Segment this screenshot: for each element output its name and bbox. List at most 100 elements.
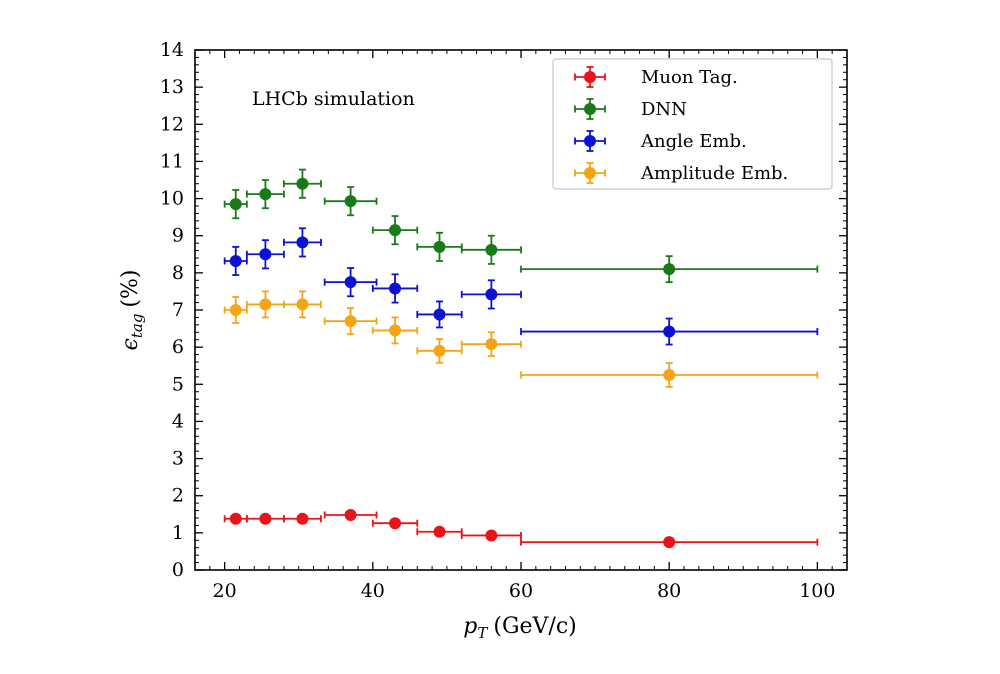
legend-item-muon-tag: Muon Tag. <box>574 66 738 88</box>
data-point <box>371 517 419 530</box>
plot-frame <box>194 49 848 571</box>
marker <box>344 276 357 289</box>
data-point <box>223 296 248 324</box>
x-tick-label: 20 <box>213 580 237 602</box>
marker <box>389 224 402 237</box>
y-axis-unit: (%) <box>118 270 143 308</box>
x-axis-symbol: p <box>463 614 477 639</box>
data-point <box>371 273 419 304</box>
data-point <box>520 255 819 284</box>
y-tick-label: 7 <box>172 299 184 321</box>
data-point <box>283 168 322 199</box>
marker <box>485 243 498 256</box>
data-point <box>460 279 522 310</box>
data-point <box>520 317 819 346</box>
series-angle-emb <box>223 227 819 346</box>
data-point <box>460 234 522 265</box>
marker <box>229 304 242 316</box>
legend-marker <box>584 71 596 83</box>
marker <box>259 512 272 525</box>
legend-marker <box>584 103 596 115</box>
y-tick-label: 3 <box>172 448 184 470</box>
marker <box>485 338 498 351</box>
x-axis-label: pT (GeV/c) <box>463 614 577 642</box>
marker <box>296 298 309 311</box>
marker <box>259 188 272 201</box>
marker <box>296 177 309 190</box>
legend-label: Amplitude Emb. <box>640 163 788 184</box>
x-axis-unit: (GeV/c) <box>493 614 576 639</box>
series-layer <box>223 168 819 549</box>
data-point <box>520 362 819 388</box>
annotation-lhcb: LHCb simulation <box>252 88 415 110</box>
data-point <box>223 189 248 220</box>
marker <box>296 236 309 249</box>
legend-box <box>552 58 833 190</box>
x-tick-label: 40 <box>361 580 385 602</box>
marker <box>485 529 498 542</box>
legend-marker <box>584 167 596 179</box>
marker <box>663 536 676 549</box>
data-point <box>245 512 285 525</box>
marker <box>663 263 676 276</box>
marker <box>433 308 446 321</box>
marker <box>389 517 402 530</box>
data-point <box>323 509 378 522</box>
data-point <box>416 300 463 329</box>
y-tick-label: 14 <box>160 39 184 61</box>
marker <box>229 254 242 267</box>
y-tick-label: 8 <box>172 262 184 284</box>
x-tick-label: 100 <box>799 580 835 602</box>
data-point <box>223 512 248 525</box>
data-point <box>460 331 522 357</box>
y-tick-label: 1 <box>172 522 184 544</box>
data-point <box>416 525 463 538</box>
y-tick-label: 13 <box>160 76 184 98</box>
data-point <box>283 227 322 258</box>
y-tick-label: 6 <box>172 336 184 358</box>
x-tick-label: 60 <box>509 580 533 602</box>
marker <box>296 512 309 525</box>
y-axis-label: ϵtag (%) <box>118 270 146 351</box>
series-muon-tag <box>223 509 819 549</box>
series-dnn <box>223 168 819 284</box>
data-point <box>245 179 285 210</box>
data-point <box>283 290 322 319</box>
data-point <box>245 239 285 270</box>
data-point <box>460 529 522 542</box>
data-point <box>323 186 378 217</box>
data-point <box>245 290 285 319</box>
data-point <box>223 245 248 276</box>
legend-item-angle-emb: Angle Emb. <box>574 130 747 152</box>
marker <box>663 369 676 381</box>
marker <box>229 198 242 211</box>
y-tick-label: 5 <box>172 373 184 395</box>
y-tick-label: 10 <box>160 188 184 210</box>
legend-label: Muon Tag. <box>641 67 738 88</box>
y-tick-label: 12 <box>160 113 184 135</box>
marker <box>663 325 676 338</box>
y-tick-label: 2 <box>172 485 184 507</box>
marker <box>344 195 357 208</box>
y-tick-label: 9 <box>172 225 184 247</box>
y-tick-label: 4 <box>172 410 184 432</box>
data-point <box>371 215 419 246</box>
marker <box>433 240 446 253</box>
legend-label: Angle Emb. <box>640 131 747 152</box>
y-axis-subscript: tag <box>128 314 146 339</box>
data-point <box>371 316 419 345</box>
x-axis-subscript: T <box>477 624 488 642</box>
marker <box>433 525 446 538</box>
marker <box>229 512 242 525</box>
x-tick-label: 80 <box>657 580 681 602</box>
legend-item-dnn: DNN <box>574 98 687 120</box>
data-point <box>283 512 322 525</box>
series-amplitude-emb <box>223 290 819 388</box>
data-point <box>323 267 378 298</box>
legend-marker <box>584 135 596 147</box>
marker <box>259 298 272 311</box>
marker <box>389 282 402 295</box>
marker <box>344 315 357 328</box>
